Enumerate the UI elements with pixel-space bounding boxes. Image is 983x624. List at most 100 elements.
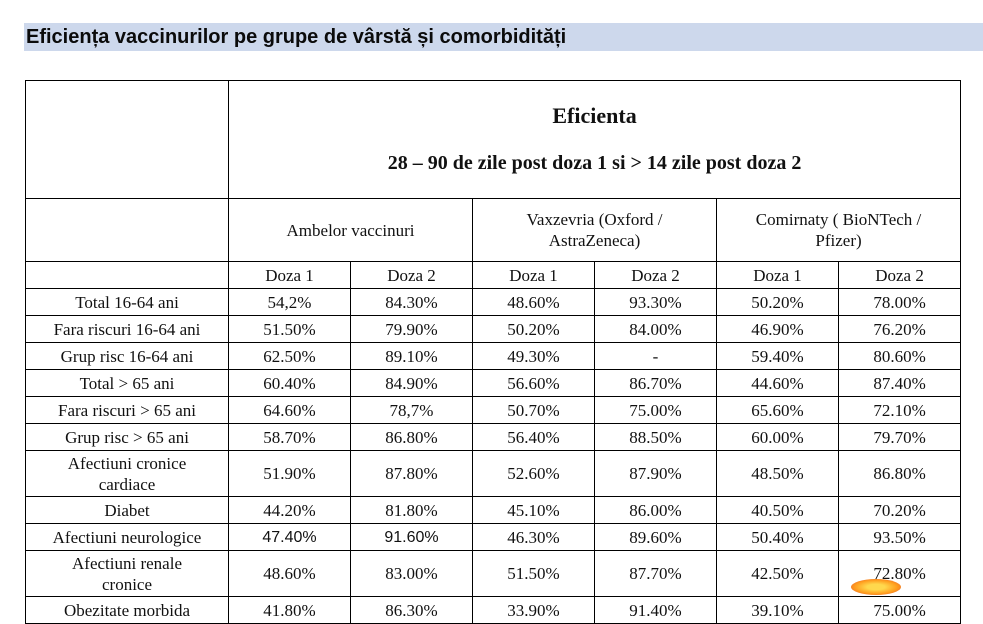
value-cell: 60.00%	[716, 423, 839, 451]
header-spacer	[25, 198, 229, 262]
table-row: Afectiuni cronice cardiace 51.90% 87.80%…	[25, 450, 962, 497]
value-cell: 80.60%	[837, 342, 962, 370]
value-cell: 81.80%	[350, 496, 473, 524]
row-label: Obezitate morbida	[25, 596, 229, 624]
value-cell: 50.20%	[716, 288, 839, 316]
value-cell: 39.10%	[716, 596, 839, 624]
value-cell: 75.00%	[594, 396, 717, 424]
value-cell: 64.60%	[228, 396, 351, 424]
value-cell: 48.50%	[716, 450, 839, 497]
value-cell: 56.40%	[472, 423, 595, 451]
value-cell: 56.60%	[472, 369, 595, 397]
dose-header: Doza 2	[350, 261, 473, 289]
table-row: Afectiuni renale cronice 48.60% 83.00% 5…	[25, 550, 962, 597]
value-cell: 44.60%	[716, 369, 839, 397]
value-cell: 48.60%	[228, 550, 351, 597]
group-header-vaxzevria: Vaxzevria (Oxford / AstraZeneca)	[472, 198, 717, 262]
table-row: Total 16-64 ani 54,2% 84.30% 48.60% 93.3…	[25, 288, 962, 316]
table-title-cell: Eficienta 28 – 90 de zile post doza 1 si…	[227, 80, 962, 199]
table-subtitle: 28 – 90 de zile post doza 1 si > 14 zile…	[387, 152, 802, 174]
table-title-row: Eficienta 28 – 90 de zile post doza 1 si…	[25, 80, 962, 199]
value-cell: 40.50%	[716, 496, 839, 524]
dose-header: Doza 1	[228, 261, 351, 289]
value-cell: 50.40%	[716, 523, 839, 551]
value-cell: 84.30%	[350, 288, 473, 316]
row-label: Total > 65 ani	[25, 369, 229, 397]
table-title: Eficienta	[552, 103, 637, 128]
table-row: Obezitate morbida 41.80% 86.30% 33.90% 9…	[25, 596, 962, 624]
value-cell: 44.20%	[228, 496, 351, 524]
table-row: Grup risc 16-64 ani 62.50% 89.10% 49.30%…	[25, 342, 962, 370]
table-row: Fara riscuri > 65 ani 64.60% 78,7% 50.70…	[25, 396, 962, 424]
value-cell: 48.60%	[472, 288, 595, 316]
value-cell: 86.00%	[594, 496, 717, 524]
dose-header: Doza 1	[472, 261, 595, 289]
value-cell: 91.40%	[594, 596, 717, 624]
value-cell: 51.50%	[472, 550, 595, 597]
value-cell: 41.80%	[228, 596, 351, 624]
row-label: Grup risc > 65 ani	[25, 423, 229, 451]
value-cell: 58.70%	[228, 423, 351, 451]
value-cell: 59.40%	[716, 342, 839, 370]
value-cell: 78,7%	[350, 396, 473, 424]
value-cell: 60.40%	[228, 369, 351, 397]
value-cell: 79.90%	[350, 315, 473, 343]
dose-header: Doza 2	[837, 261, 962, 289]
value-cell: 50.20%	[472, 315, 595, 343]
value-cell: 46.30%	[472, 523, 595, 551]
row-label: Diabet	[25, 496, 229, 524]
value-cell: 91.60%	[350, 523, 473, 551]
value-cell: 84.00%	[594, 315, 717, 343]
table-row: Grup risc > 65 ani 58.70% 86.80% 56.40% …	[25, 423, 962, 451]
value-cell: 83.00%	[350, 550, 473, 597]
cutoff-logo-fragment	[851, 579, 901, 595]
value-cell: 86.80%	[350, 423, 473, 451]
group-header-both-vaccines: Ambelor vaccinuri	[228, 198, 473, 262]
value-cell: 76.20%	[837, 315, 962, 343]
value-cell: 33.90%	[472, 596, 595, 624]
table-row: Diabet 44.20% 81.80% 45.10% 86.00% 40.50…	[25, 496, 962, 524]
value-cell: 52.60%	[472, 450, 595, 497]
value-cell: 87.90%	[594, 450, 717, 497]
value-cell: 62.50%	[228, 342, 351, 370]
dose-header: Doza 1	[716, 261, 839, 289]
value-cell: 86.80%	[837, 450, 962, 497]
row-label: Afectiuni cronice cardiace	[25, 450, 229, 497]
row-label: Afectiuni renale cronice	[25, 550, 229, 597]
value-cell: 87.70%	[594, 550, 717, 597]
value-cell: 54,2%	[228, 288, 351, 316]
value-cell: 86.70%	[594, 369, 717, 397]
value-cell: 42.50%	[716, 550, 839, 597]
value-cell: 70.20%	[837, 496, 962, 524]
header-spacer	[25, 261, 229, 289]
dose-header-row: Doza 1 Doza 2 Doza 1 Doza 2 Doza 1 Doza …	[25, 261, 962, 289]
value-cell: 45.10%	[472, 496, 595, 524]
group-header-comirnaty: Comirnaty ( BioNTech / Pfizer)	[715, 198, 962, 262]
table-row: Total > 65 ani 60.40% 84.90% 56.60% 86.7…	[25, 369, 962, 397]
value-cell: 89.60%	[594, 523, 717, 551]
value-cell: 50.70%	[472, 396, 595, 424]
row-label: Fara riscuri 16-64 ani	[25, 315, 229, 343]
value-cell: 78.00%	[837, 288, 962, 316]
value-cell: 84.90%	[350, 369, 473, 397]
value-cell: 51.50%	[228, 315, 351, 343]
value-cell: 89.10%	[350, 342, 473, 370]
row-label: Total 16-64 ani	[25, 288, 229, 316]
value-cell: 47.40%	[228, 523, 351, 551]
value-cell: 65.60%	[716, 396, 839, 424]
value-cell: 46.90%	[716, 315, 839, 343]
row-label: Fara riscuri > 65 ani	[25, 396, 229, 424]
value-cell: -	[594, 342, 717, 370]
value-cell: 88.50%	[594, 423, 717, 451]
row-label: Afectiuni neurologice	[25, 523, 229, 551]
header-spacer	[25, 80, 229, 199]
value-cell: 87.80%	[350, 450, 473, 497]
value-cell: 93.50%	[837, 523, 962, 551]
table-row: Afectiuni neurologice 47.40% 91.60% 46.3…	[25, 523, 962, 551]
row-label: Grup risc 16-64 ani	[25, 342, 229, 370]
vaccine-group-header-row: Ambelor vaccinuri Vaxzevria (Oxford / As…	[25, 198, 962, 262]
value-cell: 86.30%	[350, 596, 473, 624]
value-cell: 87.40%	[837, 369, 962, 397]
value-cell: 51.90%	[228, 450, 351, 497]
efficacy-table: Eficienta 28 – 90 de zile post doza 1 si…	[25, 80, 962, 624]
